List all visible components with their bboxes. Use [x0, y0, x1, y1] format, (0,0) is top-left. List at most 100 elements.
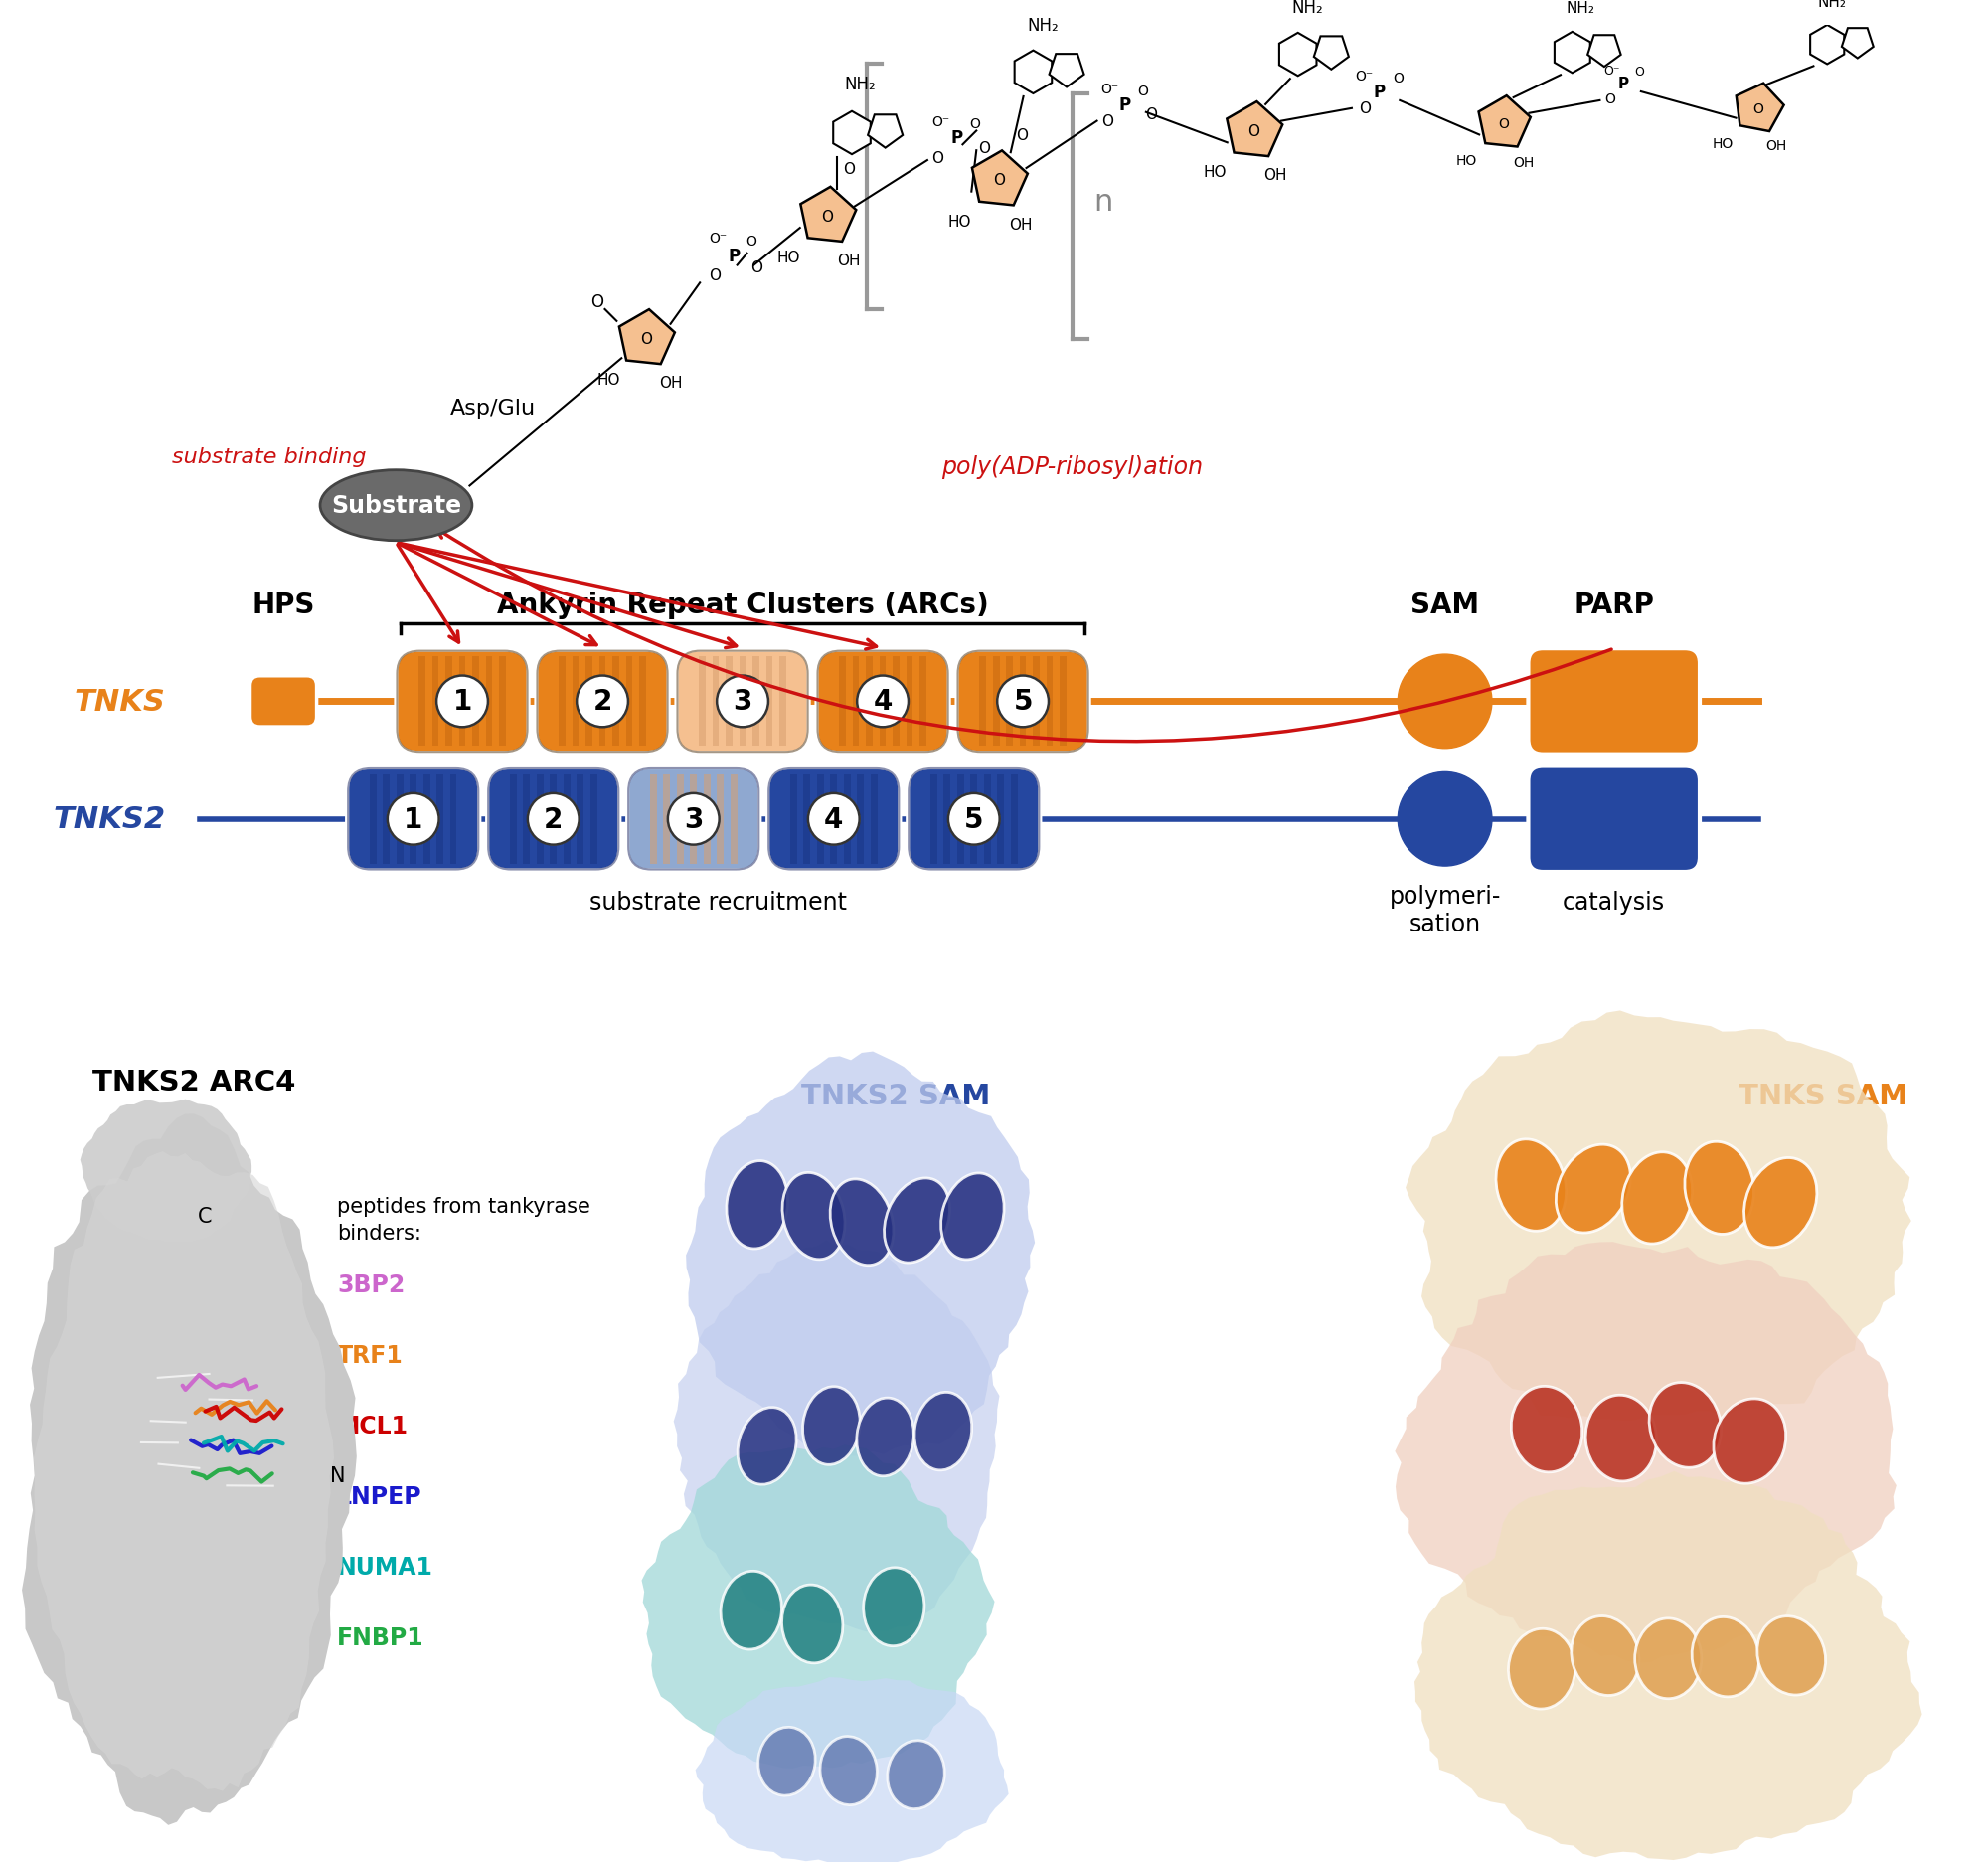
- Bar: [879, 657, 887, 747]
- Text: O: O: [746, 235, 755, 248]
- Text: P: P: [728, 248, 740, 264]
- Bar: [590, 775, 596, 864]
- Bar: [871, 775, 877, 864]
- Text: O: O: [1145, 108, 1157, 123]
- Text: SAM: SAM: [1411, 592, 1479, 618]
- Bar: [730, 775, 738, 864]
- Bar: [473, 657, 479, 747]
- FancyBboxPatch shape: [1529, 767, 1700, 873]
- FancyBboxPatch shape: [909, 767, 1040, 871]
- Circle shape: [857, 676, 909, 728]
- Polygon shape: [34, 1153, 334, 1791]
- Text: TNKS2: TNKS2: [54, 804, 165, 834]
- Text: O: O: [1499, 117, 1509, 130]
- Text: HO: HO: [596, 372, 620, 387]
- Circle shape: [668, 793, 720, 845]
- FancyBboxPatch shape: [537, 650, 668, 754]
- Bar: [907, 657, 912, 747]
- Text: O: O: [708, 268, 720, 283]
- Text: O: O: [1634, 65, 1644, 78]
- Ellipse shape: [1511, 1387, 1582, 1473]
- Bar: [765, 657, 773, 747]
- Text: HO: HO: [1203, 166, 1227, 181]
- Circle shape: [1244, 119, 1272, 147]
- Text: P: P: [1374, 84, 1386, 101]
- Text: P: P: [950, 130, 962, 147]
- Circle shape: [437, 676, 487, 728]
- Polygon shape: [1588, 35, 1620, 67]
- Bar: [664, 775, 670, 864]
- Bar: [410, 775, 417, 864]
- Text: O: O: [590, 292, 604, 311]
- Text: PARP: PARP: [1574, 592, 1654, 618]
- Bar: [537, 775, 543, 864]
- Text: O⁻: O⁻: [1604, 65, 1620, 78]
- Text: O⁻: O⁻: [1101, 82, 1119, 97]
- Ellipse shape: [1495, 1140, 1567, 1231]
- FancyBboxPatch shape: [628, 767, 759, 871]
- Bar: [640, 657, 646, 747]
- Circle shape: [990, 169, 1018, 196]
- Circle shape: [1398, 773, 1491, 866]
- Ellipse shape: [857, 1398, 914, 1477]
- Polygon shape: [869, 115, 903, 149]
- Text: O: O: [930, 151, 942, 166]
- Bar: [970, 775, 978, 864]
- Bar: [1020, 657, 1026, 747]
- Bar: [712, 657, 720, 747]
- Text: Asp/Glu: Asp/Glu: [449, 398, 535, 417]
- Bar: [563, 775, 571, 864]
- Text: OH: OH: [1513, 156, 1535, 169]
- Bar: [980, 657, 986, 747]
- Ellipse shape: [1757, 1616, 1825, 1694]
- Bar: [984, 775, 990, 864]
- Ellipse shape: [1684, 1141, 1753, 1235]
- Text: O: O: [978, 142, 990, 156]
- Polygon shape: [80, 1100, 252, 1242]
- Text: O: O: [843, 162, 855, 177]
- FancyBboxPatch shape: [250, 676, 316, 728]
- Polygon shape: [618, 311, 674, 365]
- Bar: [559, 657, 565, 747]
- Bar: [853, 657, 859, 747]
- Bar: [839, 657, 847, 747]
- Bar: [998, 775, 1004, 864]
- Text: peptides from tankyrase
binders:: peptides from tankyrase binders:: [338, 1197, 590, 1242]
- Bar: [509, 775, 517, 864]
- FancyBboxPatch shape: [817, 650, 948, 754]
- Text: O: O: [1358, 102, 1370, 117]
- Ellipse shape: [914, 1393, 972, 1471]
- Text: poly(ADP-ribosyl)ation: poly(ADP-ribosyl)ation: [942, 454, 1203, 479]
- Bar: [626, 657, 632, 747]
- Bar: [726, 657, 732, 747]
- Bar: [779, 657, 785, 747]
- Text: OH: OH: [837, 253, 861, 268]
- Text: O: O: [640, 331, 652, 346]
- Ellipse shape: [803, 1387, 861, 1465]
- Bar: [956, 775, 964, 864]
- Ellipse shape: [1557, 1145, 1630, 1233]
- Text: 2: 2: [592, 687, 612, 715]
- Ellipse shape: [831, 1179, 893, 1266]
- Polygon shape: [1014, 52, 1052, 95]
- Polygon shape: [686, 1052, 1036, 1462]
- Bar: [523, 775, 531, 864]
- Text: OH: OH: [658, 376, 682, 391]
- Bar: [831, 775, 837, 864]
- Bar: [857, 775, 865, 864]
- Text: O⁻: O⁻: [708, 231, 728, 246]
- Circle shape: [718, 676, 767, 728]
- Text: HPS: HPS: [252, 592, 314, 618]
- Ellipse shape: [738, 1408, 797, 1484]
- Circle shape: [638, 328, 664, 356]
- Text: TRF1: TRF1: [338, 1344, 404, 1367]
- Text: 3: 3: [734, 687, 751, 715]
- Text: substrate binding: substrate binding: [171, 447, 366, 467]
- Ellipse shape: [1509, 1629, 1574, 1709]
- Text: 2: 2: [545, 806, 563, 834]
- Bar: [740, 657, 746, 747]
- Bar: [499, 657, 505, 747]
- Circle shape: [1398, 655, 1491, 749]
- Polygon shape: [22, 1113, 356, 1825]
- Bar: [789, 775, 797, 864]
